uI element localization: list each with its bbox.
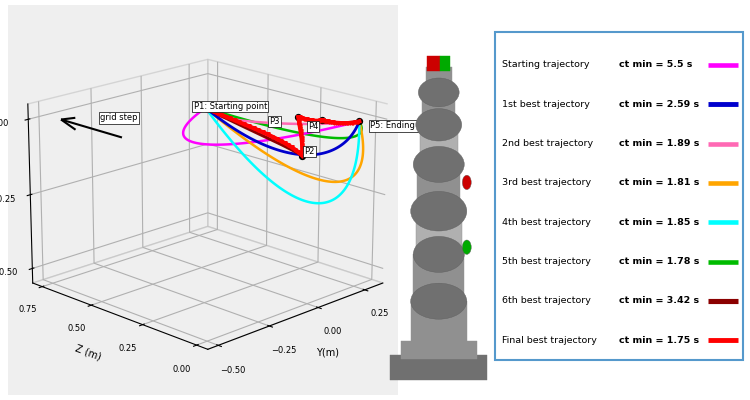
Text: ct min = 5.5 s: ct min = 5.5 s: [619, 60, 692, 69]
Ellipse shape: [411, 191, 466, 231]
Text: 5th best trajectory: 5th best trajectory: [503, 257, 591, 266]
Bar: [416, 211, 462, 258]
Ellipse shape: [411, 283, 466, 319]
Text: 6th best trajectory: 6th best trajectory: [503, 296, 591, 306]
Ellipse shape: [416, 109, 462, 141]
Ellipse shape: [419, 78, 459, 107]
Text: ct min = 3.42 s: ct min = 3.42 s: [619, 296, 699, 306]
Text: ct min = 1.81 s: ct min = 1.81 s: [619, 178, 699, 187]
Bar: [411, 301, 466, 344]
Ellipse shape: [462, 240, 471, 254]
Text: ct min = 1.85 s: ct min = 1.85 s: [619, 218, 699, 227]
X-axis label: Y(m): Y(m): [316, 347, 339, 357]
Bar: [400, 341, 477, 359]
Bar: [390, 355, 488, 380]
Ellipse shape: [413, 146, 464, 182]
Bar: [426, 67, 451, 96]
Bar: [413, 254, 464, 305]
Bar: [420, 125, 458, 168]
Ellipse shape: [462, 175, 471, 190]
Text: Starting trajectory: Starting trajectory: [503, 60, 590, 69]
Bar: [422, 92, 455, 128]
Text: Final best trajectory: Final best trajectory: [503, 336, 597, 345]
Text: ct min = 1.75 s: ct min = 1.75 s: [619, 336, 699, 345]
Text: 1st best trajectory: 1st best trajectory: [503, 100, 590, 109]
Bar: [417, 164, 460, 215]
Text: 2nd best trajectory: 2nd best trajectory: [503, 139, 593, 148]
FancyBboxPatch shape: [495, 32, 742, 360]
Text: 3rd best trajectory: 3rd best trajectory: [503, 178, 592, 187]
Bar: [440, 56, 450, 71]
Text: ct min = 1.78 s: ct min = 1.78 s: [619, 257, 699, 266]
Ellipse shape: [413, 236, 464, 272]
Bar: [427, 56, 440, 71]
Y-axis label: Z (m): Z (m): [74, 343, 103, 362]
Text: 4th best trajectory: 4th best trajectory: [503, 218, 591, 227]
Text: ct min = 1.89 s: ct min = 1.89 s: [619, 139, 699, 148]
Text: ct min = 2.59 s: ct min = 2.59 s: [619, 100, 699, 109]
